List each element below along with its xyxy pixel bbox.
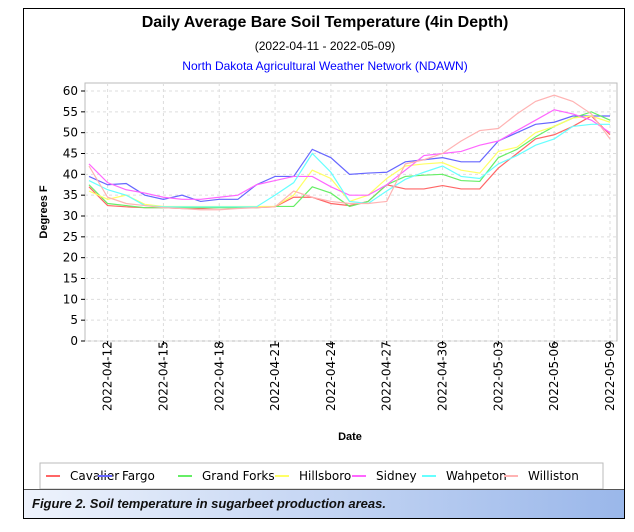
legend-label: Fargo — [122, 469, 155, 483]
y-axis-label: Degrees F — [38, 185, 50, 238]
legend-label: Hillsboro — [299, 469, 351, 483]
x-tick-label: 2022-04-27 — [380, 341, 394, 411]
legend-label: Cavalier — [70, 469, 119, 483]
y-tick-label: 30 — [63, 209, 78, 223]
chart-subtitle: (2022-04-11 - 2022-05-09) — [255, 39, 396, 53]
series-line-fargo — [88, 115, 610, 203]
legend-label: Wahpeton — [446, 469, 507, 483]
x-tick-label: 2022-04-21 — [268, 341, 282, 411]
y-tick-label: 60 — [63, 84, 78, 98]
y-tick-label: 5 — [70, 313, 78, 327]
y-tick-label: 35 — [63, 188, 78, 202]
figure-caption: Figure 2. Soil temperature in sugarbeet … — [24, 489, 624, 518]
x-tick-label: 2022-05-06 — [547, 341, 561, 411]
x-tick-label: 2022-05-03 — [491, 341, 505, 411]
x-tick-label: 2022-04-15 — [156, 341, 170, 411]
x-tick-label: 2022-04-30 — [436, 341, 450, 411]
x-tick-label: 2022-05-09 — [603, 341, 617, 411]
x-tick-label: 2022-04-24 — [324, 341, 338, 411]
y-tick-label: 25 — [63, 230, 78, 244]
x-tick-label: 2022-04-18 — [212, 341, 226, 411]
legend-label: Grand Forks — [202, 469, 275, 483]
plot-area — [84, 82, 618, 342]
y-tick-label: 0 — [70, 334, 78, 348]
series-line-williston — [88, 94, 611, 211]
y-tick-label: 20 — [63, 251, 78, 265]
y-tick-label: 40 — [63, 167, 78, 181]
legend-label: Williston — [528, 469, 579, 483]
series-line-sidney — [88, 109, 611, 200]
x-axis-label: Date — [338, 431, 362, 443]
y-tick-label: 45 — [63, 147, 78, 161]
y-tick-label: 10 — [63, 292, 78, 306]
y-tick-label: 15 — [63, 272, 78, 286]
figure-frame — [23, 8, 625, 519]
chart-title: Daily Average Bare Soil Temperature (4in… — [142, 14, 509, 31]
series-line-wahpeton — [88, 123, 610, 208]
legend-label: Sidney — [376, 469, 417, 483]
y-tick-label: 50 — [63, 126, 78, 140]
chart-source: North Dakota Agricultural Weather Networ… — [182, 59, 467, 73]
y-tick-label: 55 — [63, 105, 78, 119]
x-tick-label: 2022-04-12 — [101, 341, 115, 411]
